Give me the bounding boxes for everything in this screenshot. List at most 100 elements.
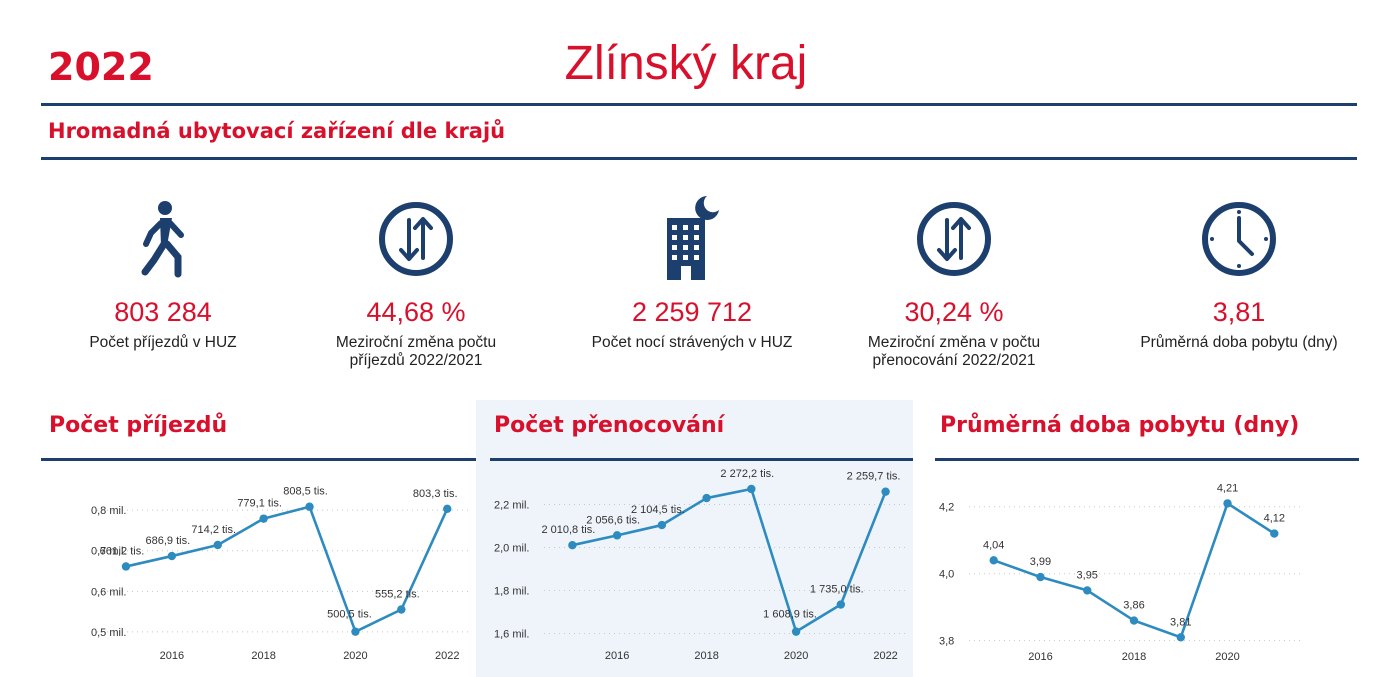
data-point [881,487,890,496]
data-label: 779,1 tis. [237,498,282,510]
kpi-nights: 2 259 712 Počet nocí strávených v HUZ [572,190,812,352]
y-tick-label: 0,8 mil. [91,505,126,517]
data-point [351,627,360,636]
data-label: 714,2 tis. [191,524,236,536]
data-point [1083,586,1092,595]
x-tick-label: 2022 [435,650,459,662]
chart-title: Průměrná doba pobytu (dny) [940,413,1300,438]
data-label: 2 056,6 tis. [586,514,640,526]
x-tick-label: 2018 [1122,651,1146,663]
section-subtitle: Hromadná ubytovací zařízení dle krajů [48,119,506,143]
data-label: 3,99 [1030,556,1051,568]
chart-title: Počet příjezdů [49,413,228,438]
walking-person-icon [43,190,283,288]
data-label: 500,5 tis. [327,609,372,621]
x-tick-label: 2018 [694,650,718,662]
data-label: 4,12 [1264,513,1285,525]
data-point [657,520,667,530]
nights-line-chart: 1,6 mil. 1,8 mil. 2,0 mil. 2,2 mil. 2016 2018… [494,468,909,662]
data-point [167,551,177,561]
data-point [213,540,222,550]
x-tick-label: 2016 [605,650,629,662]
kpi-arrivals: 803 284 Počet příjezdů v HUZ [43,190,283,352]
data-label: 2 104,5 tis. [631,504,685,516]
nights-chart-panel: Počet přenocování 1,6 mil. 1,8 mil. 2,0 mi… [476,400,913,677]
kpi-average-stay: 3,81 Průměrná doba pobytu (dny) [1119,190,1359,352]
data-point [989,556,998,565]
chart-divider [41,458,481,461]
data-point [1036,572,1045,582]
y-tick-label: 0,5 mil. [91,627,126,639]
up-down-arrows-icon [834,190,1074,288]
hotel-moon-icon [572,190,812,288]
y-tick-label: 0,7 mil. [91,546,126,558]
data-label: 686,9 tis. [146,535,191,547]
data-point [791,627,801,636]
region-title: Zlínský kraj [564,37,808,90]
data-label: 661,2 tis. [100,545,145,557]
kpi-label: Počet příjezdů v HUZ [89,334,237,351]
data-label: 2 259,7 tis. [847,471,901,483]
kpi-value: 3,81 [1212,297,1266,327]
nights-series-line [572,487,887,633]
data-point [612,531,622,540]
x-tick-label: 2016 [1028,651,1052,663]
data-label: 1 735,0 tis. [810,584,864,596]
data-point [747,484,756,494]
arrivals-line-chart: 0,5 mil. 0,6 mil. 0,7 mil. 0,8 mil. 2016 2018… [91,486,471,662]
y-tick-label: 1,6 mil. [494,629,529,641]
kpi-nights-change: 30,24 % Meziroční změna v počtu přenocov… [834,190,1074,370]
data-label: 3,95 [1077,569,1098,581]
kpi-value: 44,68 % [366,297,466,327]
x-tick-label: 2018 [251,650,275,662]
data-label: 1 608,9 tis. [763,609,817,621]
kpi-label: Meziroční změna počtu příjezdů 2022/2021 [335,334,497,369]
kpi-arrivals-change: 44,68 % Meziroční změna počtu příjezdů 2… [296,190,536,370]
data-point [836,600,846,609]
arrivals-chart-panel: Počet příjezdů 0,5 mil. 0,6 mil. 0,7 mil. 0… [41,400,481,677]
x-tick-label: 2022 [873,650,897,662]
data-point [397,605,406,614]
average-stay-line-chart: 3,8 4,0 4,2 2016 2018 2020 4,04 3,99 3,95 3,86 3,8… [939,482,1303,663]
y-tick-label: 0,6 mil. [91,586,126,598]
data-label: 4,21 [1217,482,1238,494]
header-divider-bottom [41,157,1357,160]
data-point [1270,529,1279,538]
data-point [259,514,268,523]
kpi-label: Počet nocí strávených v HUZ [591,334,793,351]
data-point [1223,499,1232,508]
arrivals-series-line [125,505,449,633]
clock-icon [1119,190,1359,288]
kpi-value: 2 259 712 [631,297,753,327]
data-point [443,504,452,514]
chart-divider [935,458,1359,461]
y-tick-label: 3,8 [939,636,954,648]
data-label: 2 272,2 tis. [720,468,774,480]
data-label: 555,2 tis. [375,588,420,600]
kpi-label: Průměrná doba pobytu (dny) [1140,334,1338,351]
y-tick-label: 4,0 [939,569,954,581]
data-point [568,540,577,550]
data-label: 4,04 [983,539,1004,551]
data-point [1176,633,1185,642]
chart-divider [490,458,913,461]
average-stay-chart-panel: Průměrná doba pobytu (dny) 3,8 4,0 4,2 2016… [935,400,1359,677]
data-point [702,493,711,503]
data-label: 803,3 tis. [413,488,458,500]
data-label: 2 010,8 tis. [541,524,595,536]
data-label: 3,86 [1123,600,1144,612]
x-tick-label: 2020 [343,650,367,662]
data-label: 808,5 tis. [283,486,328,498]
chart-title: Počet přenocování [494,413,725,438]
x-tick-label: 2016 [160,650,184,662]
up-down-arrows-icon [296,190,536,288]
kpi-label: Meziroční změna v počtu přenocování 2022… [867,334,1041,369]
y-tick-label: 2,2 mil. [494,500,529,512]
header-divider-top [41,103,1357,106]
y-tick-label: 4,2 [939,502,954,514]
data-point [121,562,131,571]
data-point [1129,616,1139,625]
y-tick-label: 2,0 mil. [494,543,529,555]
x-tick-label: 2020 [784,650,808,662]
data-point [305,502,314,511]
